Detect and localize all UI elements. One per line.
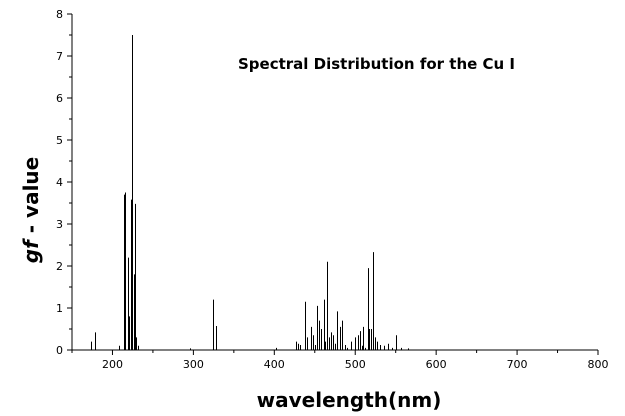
x-tick-label: 700 <box>507 358 528 371</box>
x-tick-label: 800 <box>588 358 609 371</box>
y-tick-label: 3 <box>56 218 63 231</box>
x-tick-label: 600 <box>426 358 447 371</box>
x-tick-label: 500 <box>345 358 366 371</box>
y-axis-label: gf - value <box>19 157 43 263</box>
x-ticks: 200 300 400 500 600 700 800 <box>72 350 609 371</box>
y-ticks: 0 1 2 3 4 5 6 7 8 <box>56 8 72 357</box>
y-tick-label: 4 <box>56 176 63 189</box>
y-tick-label: 0 <box>56 344 63 357</box>
y-axis-label-italic: gf <box>19 238 43 263</box>
y-tick-label: 2 <box>56 260 63 273</box>
x-tick-label: 300 <box>183 358 204 371</box>
x-tick-label: 400 <box>264 358 285 371</box>
y-tick-label: 7 <box>56 50 63 63</box>
y-tick-label: 5 <box>56 134 63 147</box>
y-tick-label: 8 <box>56 8 63 21</box>
y-tick-label: 1 <box>56 302 63 315</box>
chart-title: Spectral Distribution for the Cu I <box>238 55 515 73</box>
x-axis-label: wavelength(nm) <box>257 388 442 412</box>
y-tick-label: 6 <box>56 92 63 105</box>
y-axis-label-rest: - value <box>19 157 43 240</box>
x-tick-label: 200 <box>102 358 123 371</box>
spectral-lines <box>92 35 409 350</box>
